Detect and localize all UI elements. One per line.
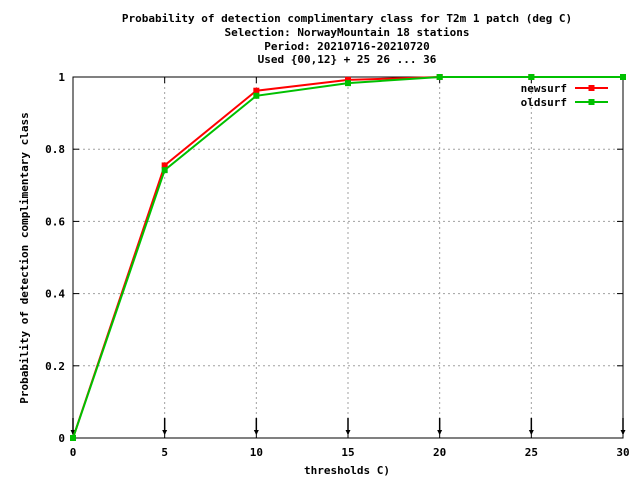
data-point-oldsurf [253, 92, 260, 99]
legend-marker-oldsurf [588, 99, 595, 105]
data-point-oldsurf [528, 74, 535, 80]
x-tick-label: 30 [616, 446, 629, 459]
title-line-4: Used {00,12} + 25 26 ... 36 [258, 53, 437, 66]
threshold-marker-arrow [162, 430, 168, 435]
x-tick-label: 10 [250, 446, 263, 459]
legend-label-oldsurf: oldsurf [521, 96, 567, 109]
x-tick-label: 25 [525, 446, 538, 459]
data-point-newsurf [345, 76, 351, 83]
data-point-newsurf [253, 87, 260, 94]
grid [73, 77, 623, 438]
threshold-marker-arrow [620, 430, 626, 435]
title-line-1: Probability of detection complimentary c… [122, 12, 572, 25]
y-tick-label: 1 [58, 71, 65, 84]
series-layer [70, 74, 626, 441]
x-tick-label: 20 [433, 446, 446, 459]
legend-marker-newsurf [588, 85, 595, 91]
threshold-marker-arrow [437, 430, 443, 435]
title-line-2: Selection: NorwayMountain 18 stations [224, 26, 469, 39]
threshold-marker-arrow [528, 430, 534, 435]
title-line-3: Period: 20210716-20210720 [264, 40, 430, 53]
chart-title: Probability of detection complimentary c… [122, 12, 572, 66]
data-point-oldsurf [70, 435, 76, 441]
y-axis-label: Probability of detection complimentary c… [18, 112, 31, 403]
x-tick-label: 15 [341, 446, 354, 459]
x-tick-label: 0 [70, 446, 77, 459]
data-point-newsurf [161, 162, 168, 169]
y-tick-label: 0.2 [45, 360, 65, 373]
data-point-oldsurf [345, 80, 351, 87]
data-point-oldsurf [161, 167, 168, 174]
x-tick-label: 5 [161, 446, 168, 459]
data-point-oldsurf [436, 74, 443, 80]
threshold-marker-arrow [345, 430, 351, 435]
y-tick-label: 0.8 [45, 143, 65, 156]
threshold-marker-arrow [253, 430, 259, 435]
data-point-oldsurf [620, 74, 626, 80]
y-tick-label: 0.6 [45, 215, 65, 228]
axis-ticks: 00.20.40.60.810 5 10 15 20 25 30 [45, 71, 630, 459]
legend-label-newsurf: newsurf [521, 82, 567, 95]
y-tick-label: 0.4 [45, 288, 65, 301]
x-axis-label: thresholds C) [304, 464, 390, 477]
y-tick-label: 0 [58, 432, 65, 445]
